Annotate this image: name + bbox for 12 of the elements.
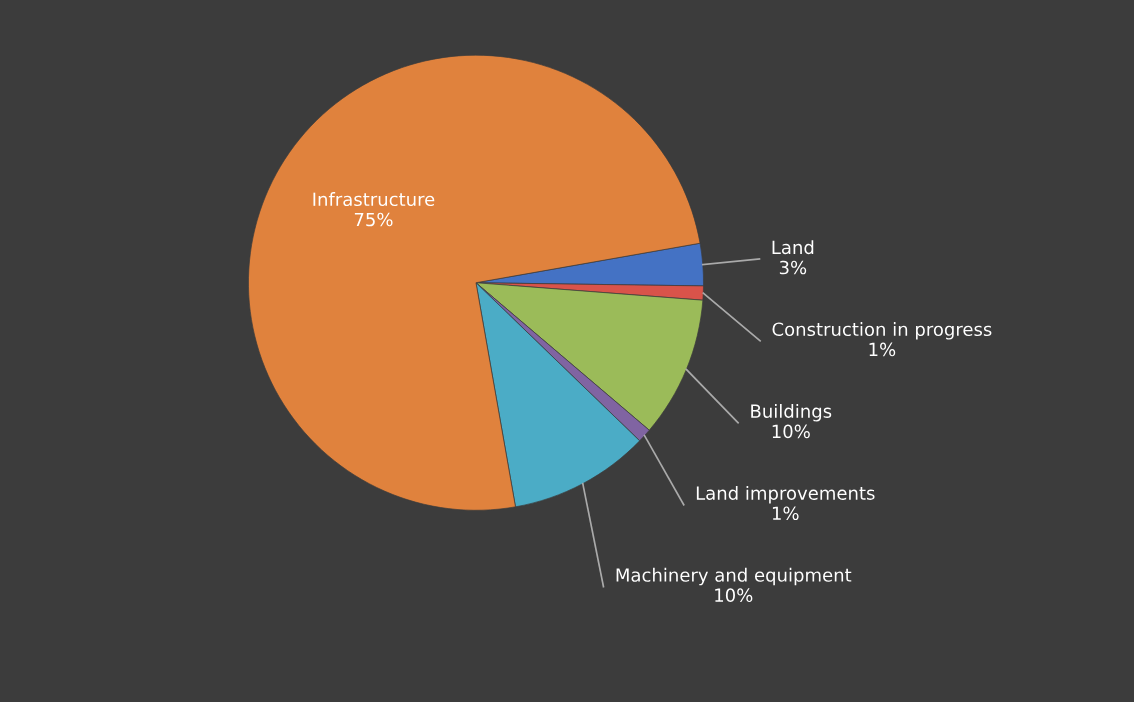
data-label: 3%: [779, 260, 807, 275]
slice-label: Construction in progress: [772, 322, 992, 340]
data-label: 1%: [772, 506, 799, 521]
slice-label: Buildings: [751, 404, 832, 422]
data-label: 75%: [354, 212, 393, 227]
slice-label: Machinery and equipment: [616, 567, 852, 586]
slice-label: Land: [772, 240, 814, 255]
data-label: 10%: [715, 588, 753, 603]
data-label: 10%: [772, 424, 810, 439]
data-label: 1%: [869, 342, 896, 357]
slice-label: Infrastructure: [313, 192, 435, 207]
slice-label: Land improvements: [696, 485, 875, 504]
